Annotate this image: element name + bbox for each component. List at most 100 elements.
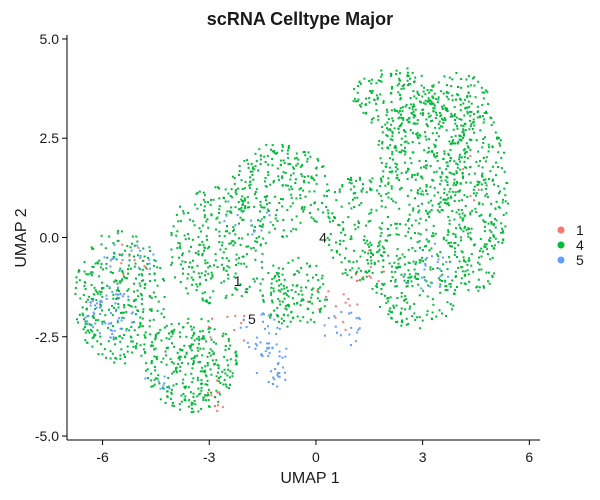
scatter-point — [455, 211, 458, 214]
scatter-point — [332, 219, 334, 222]
scatter-point — [365, 97, 367, 100]
scatter-point — [104, 247, 107, 250]
scatter-point — [155, 358, 158, 361]
scatter-point — [437, 277, 440, 280]
scatter-point — [404, 263, 406, 266]
scatter-point — [126, 244, 129, 247]
scatter-point — [84, 288, 87, 290]
scatter-point — [246, 159, 249, 162]
scatter-point — [420, 101, 422, 104]
scatter-point — [413, 303, 416, 305]
scatter-point — [84, 339, 87, 342]
scatter-point — [226, 210, 229, 213]
scatter-point — [295, 215, 298, 218]
scatter-point — [207, 399, 210, 401]
scatter-point — [300, 187, 302, 190]
scatter-point — [419, 327, 422, 330]
scatter-point — [120, 279, 123, 282]
scatter-point — [371, 177, 374, 180]
scatter-point — [446, 107, 448, 110]
scatter-point — [431, 298, 434, 301]
scatter-point — [122, 311, 125, 314]
scatter-point — [287, 147, 290, 150]
scatter-point — [228, 347, 230, 350]
scatter-point — [437, 135, 440, 138]
scatter-point — [443, 192, 446, 194]
scatter-point — [238, 173, 240, 176]
scatter-point — [201, 297, 204, 300]
scatter-point — [207, 302, 210, 305]
scatter-point — [204, 262, 207, 265]
scatter-point — [414, 178, 417, 181]
scatter-point — [313, 220, 316, 222]
scatter-point — [120, 230, 123, 233]
scatter-point — [213, 328, 216, 331]
scatter-point — [390, 197, 393, 200]
scatter-point — [397, 111, 400, 114]
scatter-point — [277, 267, 280, 270]
scatter-point — [411, 141, 414, 143]
scatter-point — [199, 330, 202, 333]
scatter-point — [396, 176, 399, 179]
scatter-point — [438, 211, 441, 213]
scatter-point — [147, 377, 149, 380]
scatter-point — [256, 344, 258, 347]
scatter-point — [290, 230, 293, 233]
scatter-point — [472, 188, 475, 191]
scatter-point — [269, 313, 272, 316]
scatter-point — [151, 344, 154, 347]
scatter-point — [156, 266, 159, 269]
scatter-point — [85, 307, 88, 310]
scatter-point — [323, 324, 326, 327]
scatter-point — [226, 265, 229, 268]
scatter-point — [431, 178, 434, 181]
scatter-point — [310, 288, 313, 291]
scatter-point — [182, 392, 185, 395]
scatter-point — [235, 363, 238, 366]
y-axis-title: UMAP 2 — [13, 208, 30, 267]
scatter-point — [210, 214, 213, 217]
scatter-point — [163, 382, 166, 385]
scatter-point — [379, 234, 382, 237]
scatter-point — [470, 227, 473, 230]
scatter-point — [416, 90, 419, 93]
scatter-point — [131, 351, 134, 354]
scatter-point — [369, 188, 372, 191]
scatter-point — [481, 146, 484, 149]
scatter-point — [469, 211, 472, 214]
scatter-point — [315, 174, 318, 177]
scatter-point — [325, 296, 328, 298]
scatter-point — [216, 266, 219, 268]
scatter-point — [159, 398, 162, 401]
scatter-point — [396, 248, 399, 251]
scatter-point — [307, 151, 310, 154]
scatter-point — [442, 158, 445, 161]
scatter-point — [439, 196, 442, 199]
scatter-point — [375, 209, 378, 212]
scatter-point — [482, 285, 485, 288]
scatter-point — [491, 165, 494, 168]
scatter-point — [359, 176, 361, 179]
scatter-point — [404, 161, 407, 164]
scatter-point — [98, 332, 101, 335]
scatter-point — [423, 268, 426, 271]
scatter-point — [408, 213, 411, 216]
scatter-point — [357, 98, 360, 101]
scatter-point — [284, 355, 287, 358]
scatter-point — [418, 240, 421, 243]
scatter-point — [224, 188, 227, 191]
scatter-point — [173, 345, 176, 348]
scatter-point — [323, 194, 326, 197]
scatter-point — [152, 264, 155, 267]
scatter-point — [394, 222, 397, 225]
scatter-point — [479, 237, 482, 240]
scatter-point — [317, 279, 320, 281]
scatter-point — [254, 165, 257, 168]
scatter-point — [255, 372, 258, 375]
scatter-point — [445, 198, 448, 201]
scatter-point — [300, 286, 303, 289]
scatter-point — [364, 270, 367, 273]
scatter-point — [279, 303, 282, 306]
scatter-point — [248, 346, 251, 349]
scatter-point — [241, 188, 244, 191]
